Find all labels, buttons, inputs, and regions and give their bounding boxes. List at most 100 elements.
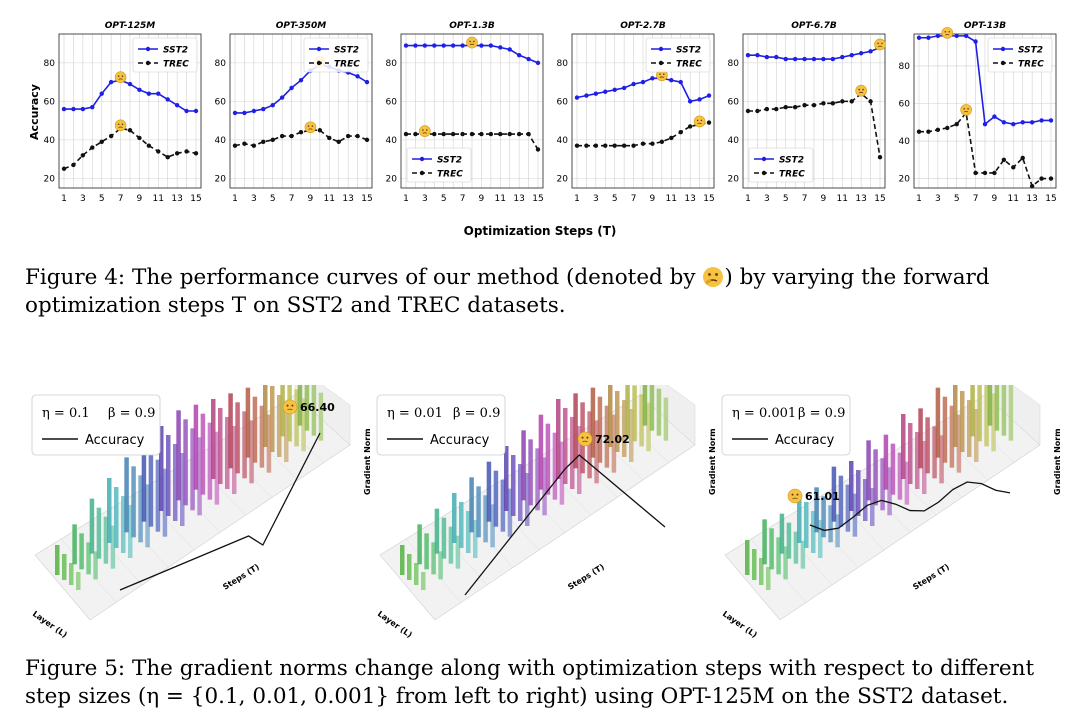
gradient-bar <box>214 431 220 505</box>
gradient-bar <box>218 408 223 484</box>
data-point-trec <box>678 129 683 135</box>
emoji-mouth <box>118 126 123 128</box>
gradient-bar <box>138 475 143 543</box>
gradient-bar <box>918 408 923 469</box>
thinking-face-icon <box>874 38 886 51</box>
data-point-sst2 <box>830 56 836 62</box>
gradient-bar <box>953 385 958 447</box>
data-point-trec <box>289 133 294 139</box>
data-point-trec <box>403 131 409 137</box>
gradient-bar <box>284 404 289 462</box>
gradient-bar <box>183 419 188 506</box>
beta-label: β = 0.9 <box>453 406 500 421</box>
data-point-trec <box>526 131 531 137</box>
data-point-trec <box>830 101 836 106</box>
data-point-sst2 <box>669 78 674 83</box>
emoji-mouth <box>877 45 883 48</box>
gradient-bar <box>249 420 254 484</box>
data-point-sst2 <box>61 106 67 112</box>
gradient-bar <box>193 404 199 490</box>
data-point-sst2 <box>184 108 189 114</box>
data-point-sst2 <box>963 33 969 39</box>
gradient-bar <box>76 572 81 590</box>
data-point-trec <box>1048 176 1054 181</box>
gradient-bar <box>838 475 844 527</box>
emoji-face <box>693 115 706 128</box>
data-point-sst2 <box>127 81 133 87</box>
gradient-bar <box>622 400 627 457</box>
data-point-trec <box>99 139 104 144</box>
y-tick-label: 40 <box>899 137 911 147</box>
gradient-bar <box>949 405 955 468</box>
gradient-bar <box>632 385 637 442</box>
accuracy-line <box>809 481 1011 532</box>
data-point-sst2 <box>156 91 161 96</box>
y-tick-label: 20 <box>215 174 227 184</box>
data-point-sst2 <box>621 85 627 91</box>
y-tick-label: 40 <box>557 136 569 146</box>
thinking-face-icon <box>960 104 972 116</box>
emoji-face <box>282 399 298 415</box>
gradient-bar <box>642 385 648 426</box>
eta-label: η = 0.01 <box>387 406 443 421</box>
y-tick-label: 60 <box>44 97 56 107</box>
gradient-bar <box>970 385 975 437</box>
x-tick-label: 1 <box>61 194 67 204</box>
emoji-mouth <box>945 34 950 36</box>
x-tick-label: 11 <box>837 194 848 204</box>
y-tick-label: 40 <box>728 136 740 146</box>
data-point-sst2 <box>584 93 589 98</box>
eta-label: η = 0.001 <box>732 406 796 421</box>
gradient-bar <box>259 405 265 468</box>
gradient-bar <box>270 386 275 452</box>
legend-label: TREC <box>779 170 805 180</box>
gradient-bar <box>263 385 268 447</box>
gradient-bar <box>55 545 60 575</box>
gradient-bar <box>400 545 405 575</box>
gradient-bar <box>615 391 620 452</box>
chart-title: OPT-2.7B <box>620 21 666 31</box>
thinking-face-icon <box>787 488 803 504</box>
legend-marker <box>316 60 322 66</box>
data-point-trec <box>469 131 475 137</box>
emoji-mouth <box>659 76 664 78</box>
gradient-bar <box>145 484 150 548</box>
data-point-sst2 <box>755 52 760 58</box>
gradient-bar <box>745 540 750 575</box>
data-point-sst2 <box>289 85 294 91</box>
gradient-bar <box>942 396 948 463</box>
data-point-sst2 <box>488 43 494 48</box>
data-point-trec <box>270 137 275 143</box>
data-point-sst2 <box>954 33 959 39</box>
gradient-bar <box>79 533 84 570</box>
emoji-face <box>114 119 127 132</box>
emoji-eye <box>121 123 124 125</box>
gradient-bar <box>766 567 771 590</box>
gradient-bar <box>577 426 582 494</box>
legend-label: SST2 <box>163 46 188 56</box>
gradient-bar <box>148 450 154 527</box>
data-point-trec <box>488 131 494 137</box>
data-point-sst2 <box>574 95 580 100</box>
plot-frame <box>58 33 202 189</box>
data-point-sst2 <box>450 43 456 48</box>
chart-title: OPT-350M <box>276 21 327 31</box>
legend-marker <box>145 46 151 52</box>
gradient-bar <box>880 458 885 511</box>
x-tick-label: 15 <box>703 194 714 204</box>
gradient-bar <box>883 434 889 490</box>
x-tick-label: 11 <box>324 194 335 204</box>
data-point-trec <box>650 141 655 146</box>
emoji-face <box>577 431 593 447</box>
gradient-bar <box>987 385 993 426</box>
data-point-trec <box>261 139 266 144</box>
gradient-3d-panel: 61.01 η = 0.001 β = 0.9 Accuracy Steps (T) La… <box>721 385 1062 640</box>
gradient-bar <box>793 531 799 564</box>
gradient-bar <box>814 487 819 533</box>
data-point-trec <box>1039 176 1044 181</box>
gradient-norm-axis-label: Gradient Norm <box>708 428 717 495</box>
